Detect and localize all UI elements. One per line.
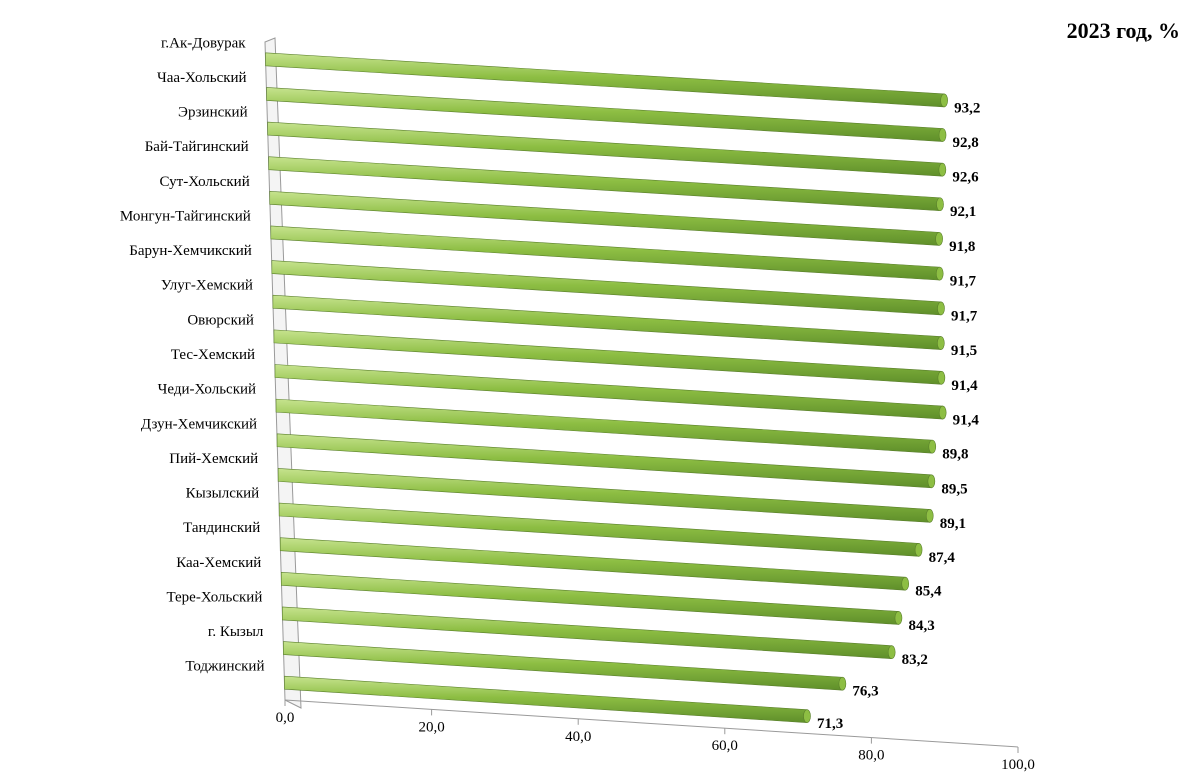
value-label: 91,7 (950, 274, 977, 290)
category-label: Чеди-Хольский (158, 382, 256, 398)
bar-end-cap (937, 371, 946, 385)
category-label: Тере-Хольский (166, 589, 262, 605)
bar-end-cap (938, 405, 947, 420)
bar-end-cap (938, 128, 947, 142)
value-label: 93,2 (954, 100, 980, 116)
category-label: Сут-Хольский (160, 174, 250, 190)
bar-end-cap (925, 509, 934, 523)
category-label: г.Ак-Довурак (161, 35, 246, 51)
bar-end-cap (928, 439, 937, 454)
category-label: Эрзинский (178, 105, 248, 121)
bar-end-cap (894, 611, 903, 625)
category-label: Барун-Хемчикский (129, 243, 252, 259)
x-tick-label: 40,0 (565, 729, 591, 745)
category-label: Чаа-Хольский (157, 70, 247, 86)
bar-end-cap (935, 266, 944, 281)
x-tick-label: 100,0 (1001, 757, 1035, 773)
x-tick-labels: 0,0 20,0 40,0 60,0 80,0 100,0 (276, 710, 1035, 773)
value-label: 76,3 (852, 684, 878, 700)
value-label: 91,8 (949, 239, 975, 255)
category-label: Дзун-Хемчикский (141, 416, 257, 432)
category-labels: г.Ак-Довурак Чаа-Хольский Эрзинский Бай-Тай… (120, 35, 265, 674)
category-label: Тес-Хемский (171, 347, 255, 363)
value-label: 87,4 (929, 550, 956, 566)
value-label: 83,2 (902, 652, 928, 668)
value-label: 91,4 (951, 378, 978, 394)
category-label: г. Кызыл (208, 624, 264, 640)
bar-end-cap (937, 336, 945, 350)
x-tick-label: 0,0 (276, 710, 295, 726)
category-label: Тандинский (183, 520, 260, 536)
value-label: 89,1 (940, 516, 966, 532)
chart-bars (265, 52, 948, 723)
bar-end-cap (937, 301, 945, 316)
bar-end-cap (838, 676, 847, 691)
x-axis-line (284, 699, 1019, 748)
value-label: 89,8 (942, 447, 968, 463)
category-label: Кызылский (186, 486, 260, 502)
bar-end-cap (901, 576, 910, 591)
category-label: Тоджинский (185, 659, 264, 675)
bar-end-cap (938, 162, 947, 177)
value-label: 91,7 (951, 308, 978, 324)
category-label: Пий-Хемский (169, 451, 258, 467)
value-label: 91,5 (951, 343, 977, 359)
value-label: 71,3 (817, 716, 843, 732)
bar-end-cap (940, 93, 948, 108)
x-tick-label: 60,0 (712, 738, 738, 754)
category-label: Овюрский (187, 312, 254, 328)
chart-title: 2023 год, % (1066, 18, 1180, 43)
value-label: 92,1 (950, 204, 976, 220)
value-label: 89,5 (941, 481, 967, 497)
value-label: 85,4 (915, 584, 942, 600)
bar-end-cap (914, 543, 923, 557)
x-tick-label: 20,0 (418, 719, 444, 735)
bar-end-cap (935, 232, 943, 246)
category-label: Улуг-Хемский (161, 278, 253, 294)
value-label: 84,3 (908, 618, 934, 634)
bar-end-cap (927, 474, 936, 489)
x-tick-label: 80,0 (858, 748, 884, 764)
bar-end-cap (887, 645, 896, 659)
value-label: 92,6 (952, 170, 979, 186)
category-label: Монгун-Тайгинский (120, 208, 251, 224)
value-label: 92,8 (953, 135, 979, 151)
value-labels: 93,2 92,8 92,6 92,1 91,8 91,7 91,7 91,5 91,4 91,4… (817, 100, 980, 732)
category-label: Каа-Хемский (176, 555, 261, 571)
bar-end-cap (936, 197, 944, 212)
category-label: Бай-Тайгинский (145, 139, 249, 155)
value-label: 91,4 (953, 413, 980, 429)
bar-end-cap (803, 709, 811, 723)
